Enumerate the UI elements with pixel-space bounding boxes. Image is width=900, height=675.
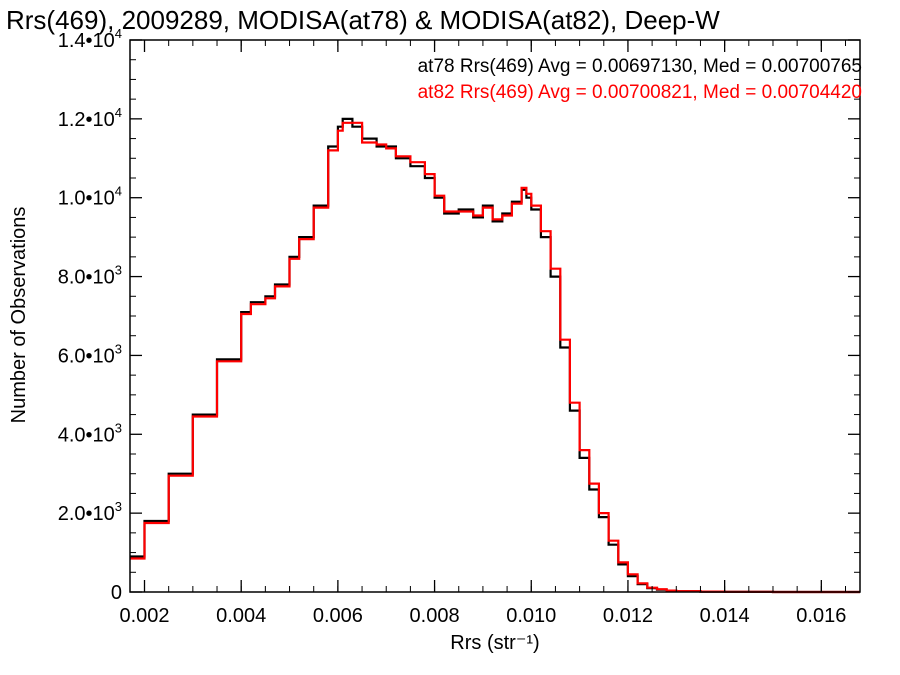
series-layer <box>130 117 860 594</box>
y-tick-label-2: 4.0•103 <box>58 420 122 446</box>
y-tick-label-5: 1.0•104 <box>58 184 122 210</box>
y-tick-label-1: 2.0•103 <box>58 499 122 525</box>
x-tick-label-5: 0.012 <box>603 605 653 627</box>
y-axis-title: Number of Observations <box>8 207 30 424</box>
y-tick-label-4: 8.0•103 <box>58 263 122 289</box>
ticks-layer: 0.002 0.004 0.006 0.008 0.010 0.012 0.014 0.016… <box>58 26 860 627</box>
legend: at78 Rrs(469) Avg = 0.00697130, Med = 0.… <box>418 56 862 103</box>
x-tick-label-6: 0.014 <box>700 605 750 627</box>
legend-entry-at82: at82 Rrs(469) Avg = 0.00700821, Med = 0.… <box>418 82 862 103</box>
x-tick-label-2: 0.006 <box>313 605 363 627</box>
x-tick-label-7: 0.016 <box>796 605 846 627</box>
chart-title: Rrs(469), 2009289, MODISA(at78) & MODISA… <box>6 5 720 35</box>
x-tick-label-4: 0.010 <box>506 605 556 627</box>
y-tick-label-6: 1.2•104 <box>58 105 122 131</box>
x-axis-title: Rrs (str⁻¹) <box>450 632 539 654</box>
y-tick-label-0: 0 <box>111 582 122 604</box>
series-line-at82 <box>130 121 860 594</box>
legend-entry-at78: at78 Rrs(469) Avg = 0.00697130, Med = 0.… <box>418 56 862 77</box>
y-tick-label-3: 6.0•103 <box>58 341 122 367</box>
x-tick-label-3: 0.008 <box>410 605 460 627</box>
x-tick-label-1: 0.004 <box>216 605 266 627</box>
y-tick-label-7: 1.4•104 <box>58 26 122 52</box>
x-tick-label-0: 0.002 <box>119 605 169 627</box>
